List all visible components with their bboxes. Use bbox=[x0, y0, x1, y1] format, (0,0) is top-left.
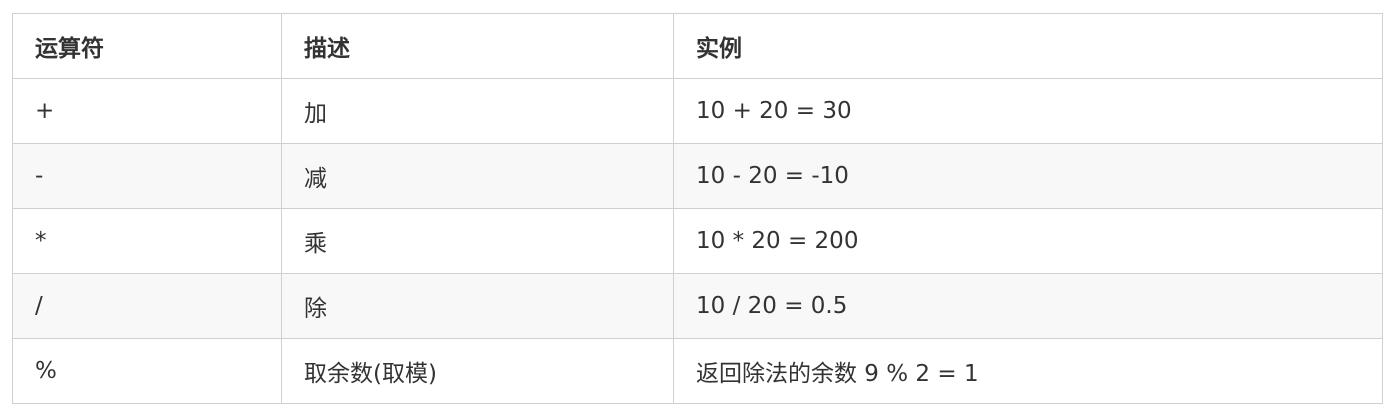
cell-operator: / bbox=[12, 273, 282, 339]
cell-operator: * bbox=[12, 208, 282, 274]
cell-description: 加 bbox=[281, 78, 674, 144]
table-row: * 乘 10 * 20 = 200 bbox=[12, 208, 1383, 274]
cell-operator: % bbox=[12, 338, 282, 404]
cell-example: 10 * 20 = 200 bbox=[673, 208, 1383, 274]
table-row: / 除 10 / 20 = 0.5 bbox=[12, 273, 1383, 339]
cell-example: 10 + 20 = 30 bbox=[673, 78, 1383, 144]
table-header-row: 运算符 描述 实例 bbox=[12, 13, 1383, 79]
cell-description: 除 bbox=[281, 273, 674, 339]
header-description: 描述 bbox=[281, 13, 674, 79]
table-row: + 加 10 + 20 = 30 bbox=[12, 78, 1383, 144]
cell-example: 返回除法的余数 9 % 2 = 1 bbox=[673, 338, 1383, 404]
cell-operator: - bbox=[12, 143, 282, 209]
cell-description: 取余数(取模) bbox=[281, 338, 674, 404]
table-row: - 减 10 - 20 = -10 bbox=[12, 143, 1383, 209]
cell-operator: + bbox=[12, 78, 282, 144]
operators-table: 运算符 描述 实例 + 加 10 + 20 = 30- 减 10 - 20 = -10 *… bbox=[12, 13, 1383, 404]
cell-description: 乘 bbox=[281, 208, 674, 274]
header-example: 实例 bbox=[673, 13, 1383, 79]
cell-example: 10 - 20 = -10 bbox=[673, 143, 1383, 209]
cell-example: 10 / 20 = 0.5 bbox=[673, 273, 1383, 339]
header-operator: 运算符 bbox=[12, 13, 282, 79]
table-row: % 取余数(取模) 返回除法的余数 9 % 2 = 1 bbox=[12, 338, 1383, 404]
cell-description: 减 bbox=[281, 143, 674, 209]
